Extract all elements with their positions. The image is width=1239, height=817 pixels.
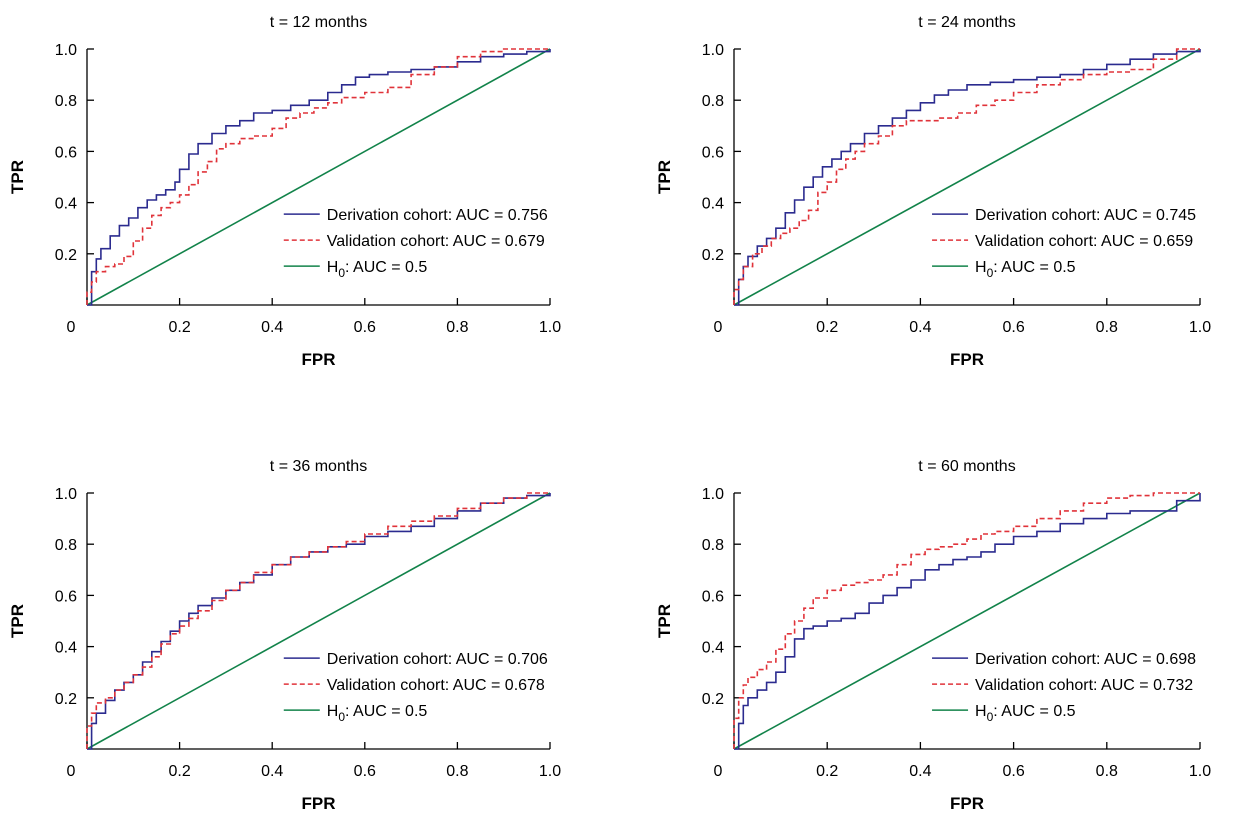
y-axis-label: TPR [8,604,27,638]
legend-label-rest: : AUC = 0.5 [993,259,1075,276]
series-line-h0 [733,492,1201,750]
chart-panel-3: t = 36 months 0 0.2 0.4 0.6 0.8 1.0 0.2 0.4 0.6 0.… [8,458,561,813]
y-tick-label: 0.4 [702,640,724,657]
legend-label-rest: : AUC = 0.5 [345,703,427,720]
x-tick-label: 0.2 [168,763,190,780]
legend-label: Derivation cohort: AUC = 0.706 [327,651,548,668]
y-tick-label: 0.4 [55,196,77,213]
series-line-h0 [86,48,551,306]
y-tick-label: 0.2 [55,691,77,708]
legend-label-sub: 0 [987,266,994,280]
x-tick-label: 0 [714,763,723,780]
x-tick-label: 0.2 [168,319,190,336]
series-line-h0 [86,492,551,750]
y-tick-label: 0.6 [55,144,77,161]
y-tick-label: 1.0 [55,42,77,59]
x-tick-label: 0.6 [1002,319,1024,336]
y-tick-label: 0.6 [702,144,724,161]
series-line-derivation [87,49,551,306]
x-tick-label: 0.2 [816,763,838,780]
legend-label: H0: AUC = 0.5 [327,703,428,724]
x-tick-label: 0.6 [1002,763,1024,780]
series-line-validation [733,48,1200,305]
x-axis-label: FPR [302,350,336,369]
legend-label: Derivation cohort: AUC = 0.745 [975,207,1196,224]
x-tick-label: 1.0 [1189,319,1211,336]
series-line-validation [86,492,550,749]
legend-label-main: H [327,259,339,276]
chart-panel-1: t = 12 months 0 0.2 0.4 0.6 0.8 1.0 0.2 0.4 0.6 0.… [8,14,561,369]
y-axis-label: TPR [655,604,674,638]
legend-label: Validation cohort: AUC = 0.679 [327,233,545,250]
legend-label-rest: : AUC = 0.5 [345,259,427,276]
legend-label-main: H [975,703,987,720]
x-tick-label: 1.0 [1189,763,1211,780]
x-tick-label: 1.0 [539,319,561,336]
y-tick-label: 0.4 [55,640,77,657]
y-tick-label: 0.4 [702,196,724,213]
series-line-validation [733,492,1200,749]
legend-label-main: H [327,703,339,720]
legend-label: H0: AUC = 0.5 [327,259,428,280]
legend-label: Validation cohort: AUC = 0.659 [975,233,1193,250]
y-tick-label: 1.0 [55,486,77,503]
y-tick-label: 0.2 [702,247,724,264]
legend-label: Derivation cohort: AUC = 0.698 [975,651,1196,668]
y-tick-label: 0.8 [55,93,77,110]
x-tick-label: 0.4 [909,319,931,336]
legend-label: Validation cohort: AUC = 0.678 [327,677,545,694]
x-tick-label: 0.8 [446,763,468,780]
y-tick-label: 0.6 [55,588,77,605]
x-tick-label: 0.8 [1096,319,1118,336]
chart-title: t = 12 months [270,14,367,31]
x-tick-label: 0.8 [1096,763,1118,780]
y-tick-label: 0.8 [55,537,77,554]
x-tick-label: 0 [714,319,723,336]
legend-label: H0: AUC = 0.5 [975,259,1076,280]
legend-label-sub: 0 [338,710,345,724]
x-tick-label: 0 [67,319,76,336]
chart-title: t = 36 months [270,458,367,475]
legend-label: Validation cohort: AUC = 0.732 [975,677,1193,694]
series-line-derivation [734,493,1201,750]
y-tick-label: 1.0 [702,42,724,59]
legend-label-main: H [975,259,987,276]
chart-panel-2: t = 24 months 0 0.2 0.4 0.6 0.8 1.0 0.2 0.4 0.6 0.… [655,14,1211,369]
x-axis-label: FPR [302,794,336,813]
x-axis-label: FPR [950,350,984,369]
legend-label: Derivation cohort: AUC = 0.756 [327,207,548,224]
y-axis-label: TPR [655,160,674,194]
legend-label: H0: AUC = 0.5 [975,703,1076,724]
x-tick-label: 1.0 [539,763,561,780]
x-tick-label: 0.4 [261,763,283,780]
x-tick-label: 0.2 [816,319,838,336]
legend-label-sub: 0 [987,710,994,724]
y-tick-label: 0.6 [702,588,724,605]
y-tick-label: 0.2 [702,691,724,708]
x-tick-label: 0.4 [261,319,283,336]
legend-label-sub: 0 [338,266,345,280]
series-line-h0 [733,48,1201,306]
y-tick-label: 0.8 [702,537,724,554]
chart-panel-4: t = 60 months 0 0.2 0.4 0.6 0.8 1.0 0.2 0.4 0.6 0.… [655,458,1211,813]
x-tick-label: 0.6 [354,763,376,780]
x-tick-label: 0.6 [354,319,376,336]
y-tick-label: 0.2 [55,247,77,264]
y-axis-label: TPR [8,160,27,194]
chart-title: t = 24 months [918,14,1015,31]
series-line-validation [86,48,550,305]
y-tick-label: 0.8 [702,93,724,110]
x-tick-label: 0 [67,763,76,780]
y-tick-label: 1.0 [702,486,724,503]
x-tick-label: 0.8 [446,319,468,336]
x-axis-label: FPR [950,794,984,813]
chart-title: t = 60 months [918,458,1015,475]
legend-label-rest: : AUC = 0.5 [993,703,1075,720]
x-tick-label: 0.4 [909,763,931,780]
